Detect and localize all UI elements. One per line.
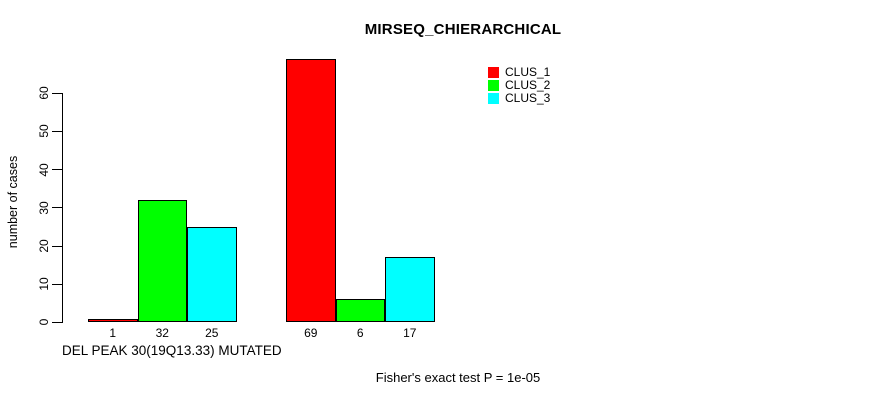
y-tick-label: 10 (37, 277, 51, 291)
bar-clus_2-group1 (137, 200, 187, 323)
y-axis-line (62, 93, 63, 324)
y-tick (52, 207, 62, 209)
bar-value-label: 32 (155, 326, 169, 340)
bar-value-label: 69 (304, 326, 318, 340)
bar-clus_1-group1 (88, 318, 138, 323)
y-tick (52, 321, 62, 323)
y-tick (52, 92, 62, 94)
legend-row: CLUS_3 (488, 92, 550, 105)
y-tick (52, 245, 62, 247)
legend-label: CLUS_2 (505, 78, 551, 92)
bar-value-label: 17 (403, 326, 417, 340)
y-tick-label: 40 (37, 162, 51, 177)
bar-clus_2-group2 (335, 299, 385, 323)
legend-row: CLUS_1 (488, 66, 550, 79)
bar-value-label: 25 (205, 326, 219, 340)
y-tick-label: 50 (37, 124, 51, 139)
y-tick-label: 20 (37, 239, 51, 253)
bar-value-label: 1 (109, 326, 117, 340)
y-tick (52, 283, 62, 285)
bar-clus_1-group2 (286, 58, 336, 323)
chart-title: MIRSEQ_CHIERARCHICAL (364, 21, 562, 38)
y-tick-label: 60 (37, 86, 51, 100)
legend-label: CLUS_1 (505, 65, 551, 79)
y-tick-label: 0 (37, 319, 51, 326)
y-tick-label: 30 (37, 201, 51, 215)
bar-value-label: 6 (356, 326, 364, 340)
bar-clus_3-group2 (385, 257, 435, 323)
legend-swatch-clus_2 (488, 80, 499, 91)
bar-clus_3-group1 (187, 226, 237, 323)
x-axis-label: DEL PEAK 30(19Q13.33) MUTATED (62, 343, 282, 358)
legend-label: CLUS_3 (505, 91, 551, 105)
y-tick (52, 169, 62, 171)
legend: CLUS_1 CLUS_2 CLUS_3 (488, 66, 550, 105)
legend-swatch-clus_3 (488, 93, 499, 104)
legend-swatch-clus_1 (488, 67, 499, 78)
legend-row: CLUS_2 (488, 79, 550, 92)
y-tick (52, 130, 62, 132)
fisher-test-annotation: Fisher's exact test P = 1e-05 (375, 370, 541, 385)
